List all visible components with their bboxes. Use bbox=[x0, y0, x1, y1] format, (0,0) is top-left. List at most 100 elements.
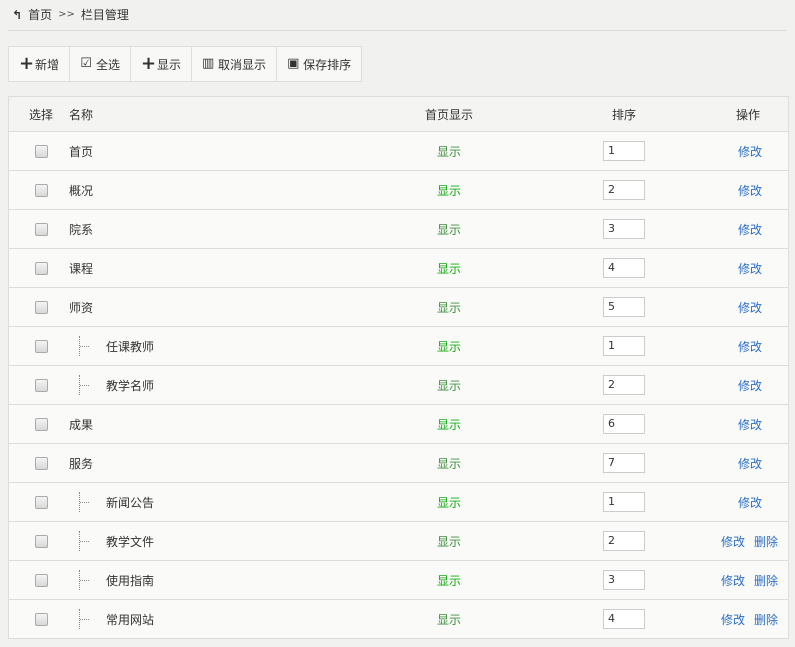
divider bbox=[8, 30, 787, 31]
row-name: 教学名师 bbox=[106, 378, 155, 393]
row-order-input[interactable] bbox=[603, 141, 645, 161]
tree-indent bbox=[79, 492, 92, 512]
edit-link[interactable]: 修改 bbox=[737, 378, 762, 393]
toolbar-button-3[interactable]: ▥ 取消显示 bbox=[192, 47, 278, 81]
header-ops: 操作 bbox=[735, 107, 760, 122]
row-show-status[interactable]: 显示 bbox=[436, 573, 461, 588]
edit-link[interactable]: 修改 bbox=[720, 534, 745, 549]
row-name: 首页 bbox=[69, 144, 94, 159]
row-checkbox[interactable] bbox=[34, 456, 48, 470]
row-order-input[interactable] bbox=[603, 180, 645, 200]
row-checkbox[interactable] bbox=[34, 378, 48, 392]
row-name: 课程 bbox=[69, 261, 94, 276]
row-checkbox[interactable] bbox=[34, 612, 48, 626]
row-order-input[interactable] bbox=[603, 375, 645, 395]
toolbar-button-label: 取消显示 bbox=[218, 57, 267, 72]
toolbar: + 新增 ☑ 全选 + 显示 ▥ 取消显示 ▣ 保存排序 bbox=[8, 46, 363, 82]
row-show-status[interactable]: 显示 bbox=[436, 222, 461, 237]
header-order: 排序 bbox=[611, 107, 636, 122]
save-icon: ▣ bbox=[287, 56, 300, 71]
breadcrumb-home[interactable]: 首页 bbox=[28, 8, 53, 22]
breadcrumb-separator: >> bbox=[58, 9, 75, 20]
row-show-status[interactable]: 显示 bbox=[436, 183, 461, 198]
tree-indent bbox=[79, 336, 92, 356]
category-table: 选择 名称 首页显示 排序 操作 首页 显示 修改 概况 显示 修改 院系 显示… bbox=[8, 96, 789, 639]
row-checkbox[interactable] bbox=[34, 495, 48, 509]
edit-link[interactable]: 修改 bbox=[737, 456, 762, 471]
row-checkbox[interactable] bbox=[34, 534, 48, 548]
row-order-input[interactable] bbox=[603, 609, 645, 629]
row-name: 新闻公告 bbox=[106, 495, 155, 510]
row-show-status[interactable]: 显示 bbox=[436, 612, 461, 627]
edit-link[interactable]: 修改 bbox=[737, 261, 762, 276]
table-row: 新闻公告 显示 修改 bbox=[9, 483, 788, 522]
tree-indent bbox=[79, 609, 92, 629]
row-order-input[interactable] bbox=[603, 336, 645, 356]
edit-link[interactable]: 修改 bbox=[737, 144, 762, 159]
row-show-status[interactable]: 显示 bbox=[436, 261, 461, 276]
row-order-input[interactable] bbox=[603, 570, 645, 590]
toolbar-button-label: 全选 bbox=[96, 57, 121, 72]
row-order-input[interactable] bbox=[603, 453, 645, 473]
table-row: 院系 显示 修改 bbox=[9, 210, 788, 249]
edit-link[interactable]: 修改 bbox=[737, 417, 762, 432]
row-name: 使用指南 bbox=[106, 573, 155, 588]
delete-link[interactable]: 删除 bbox=[753, 534, 778, 549]
row-show-status[interactable]: 显示 bbox=[436, 378, 461, 393]
row-name: 任课教师 bbox=[106, 339, 155, 354]
row-order-input[interactable] bbox=[603, 219, 645, 239]
checkbox-icon: ☑ bbox=[80, 56, 92, 71]
row-show-status[interactable]: 显示 bbox=[436, 417, 461, 432]
edit-link[interactable]: 修改 bbox=[737, 183, 762, 198]
back-arrow-icon: ↰ bbox=[12, 8, 23, 22]
row-show-status[interactable]: 显示 bbox=[436, 495, 461, 510]
table-row: 首页 显示 修改 bbox=[9, 132, 788, 171]
row-checkbox[interactable] bbox=[34, 573, 48, 587]
toolbar-button-2[interactable]: + 显示 bbox=[131, 47, 193, 81]
row-order-input[interactable] bbox=[603, 414, 645, 434]
tree-indent bbox=[79, 570, 92, 590]
edit-link[interactable]: 修改 bbox=[720, 573, 745, 588]
row-show-status[interactable]: 显示 bbox=[436, 300, 461, 315]
trash-icon: ▥ bbox=[202, 56, 215, 71]
edit-link[interactable]: 修改 bbox=[737, 300, 762, 315]
table-row: 师资 显示 修改 bbox=[9, 288, 788, 327]
delete-link[interactable]: 删除 bbox=[753, 612, 778, 627]
edit-link[interactable]: 修改 bbox=[737, 495, 762, 510]
row-checkbox[interactable] bbox=[34, 261, 48, 275]
plus-icon: + bbox=[19, 53, 35, 74]
row-name: 概况 bbox=[69, 183, 94, 198]
row-show-status[interactable]: 显示 bbox=[436, 456, 461, 471]
edit-link[interactable]: 修改 bbox=[720, 612, 745, 627]
row-checkbox[interactable] bbox=[34, 144, 48, 158]
header-select: 选择 bbox=[28, 107, 53, 122]
row-order-input[interactable] bbox=[603, 297, 645, 317]
row-order-input[interactable] bbox=[603, 492, 645, 512]
row-checkbox[interactable] bbox=[34, 222, 48, 236]
row-checkbox[interactable] bbox=[34, 417, 48, 431]
row-show-status[interactable]: 显示 bbox=[436, 144, 461, 159]
delete-link[interactable]: 删除 bbox=[753, 573, 778, 588]
row-order-input[interactable] bbox=[603, 531, 645, 551]
edit-link[interactable]: 修改 bbox=[737, 339, 762, 354]
table-header: 选择 名称 首页显示 排序 操作 bbox=[9, 97, 788, 132]
toolbar-button-0[interactable]: + 新增 bbox=[9, 47, 71, 81]
toolbar-button-label: 保存排序 bbox=[303, 57, 352, 72]
row-show-status[interactable]: 显示 bbox=[436, 534, 461, 549]
row-checkbox[interactable] bbox=[34, 183, 48, 197]
table-row: 教学名师 显示 修改 bbox=[9, 366, 788, 405]
plus-icon: + bbox=[141, 53, 157, 74]
toolbar-button-4[interactable]: ▣ 保存排序 bbox=[277, 47, 361, 81]
tree-indent bbox=[79, 531, 92, 551]
table-row: 课程 显示 修改 bbox=[9, 249, 788, 288]
row-checkbox[interactable] bbox=[34, 300, 48, 314]
toolbar-button-1[interactable]: ☑ 全选 bbox=[70, 47, 132, 81]
row-name: 院系 bbox=[69, 222, 94, 237]
row-show-status[interactable]: 显示 bbox=[436, 339, 461, 354]
row-name: 成果 bbox=[69, 417, 94, 432]
edit-link[interactable]: 修改 bbox=[737, 222, 762, 237]
row-order-input[interactable] bbox=[603, 258, 645, 278]
row-checkbox[interactable] bbox=[34, 339, 48, 353]
